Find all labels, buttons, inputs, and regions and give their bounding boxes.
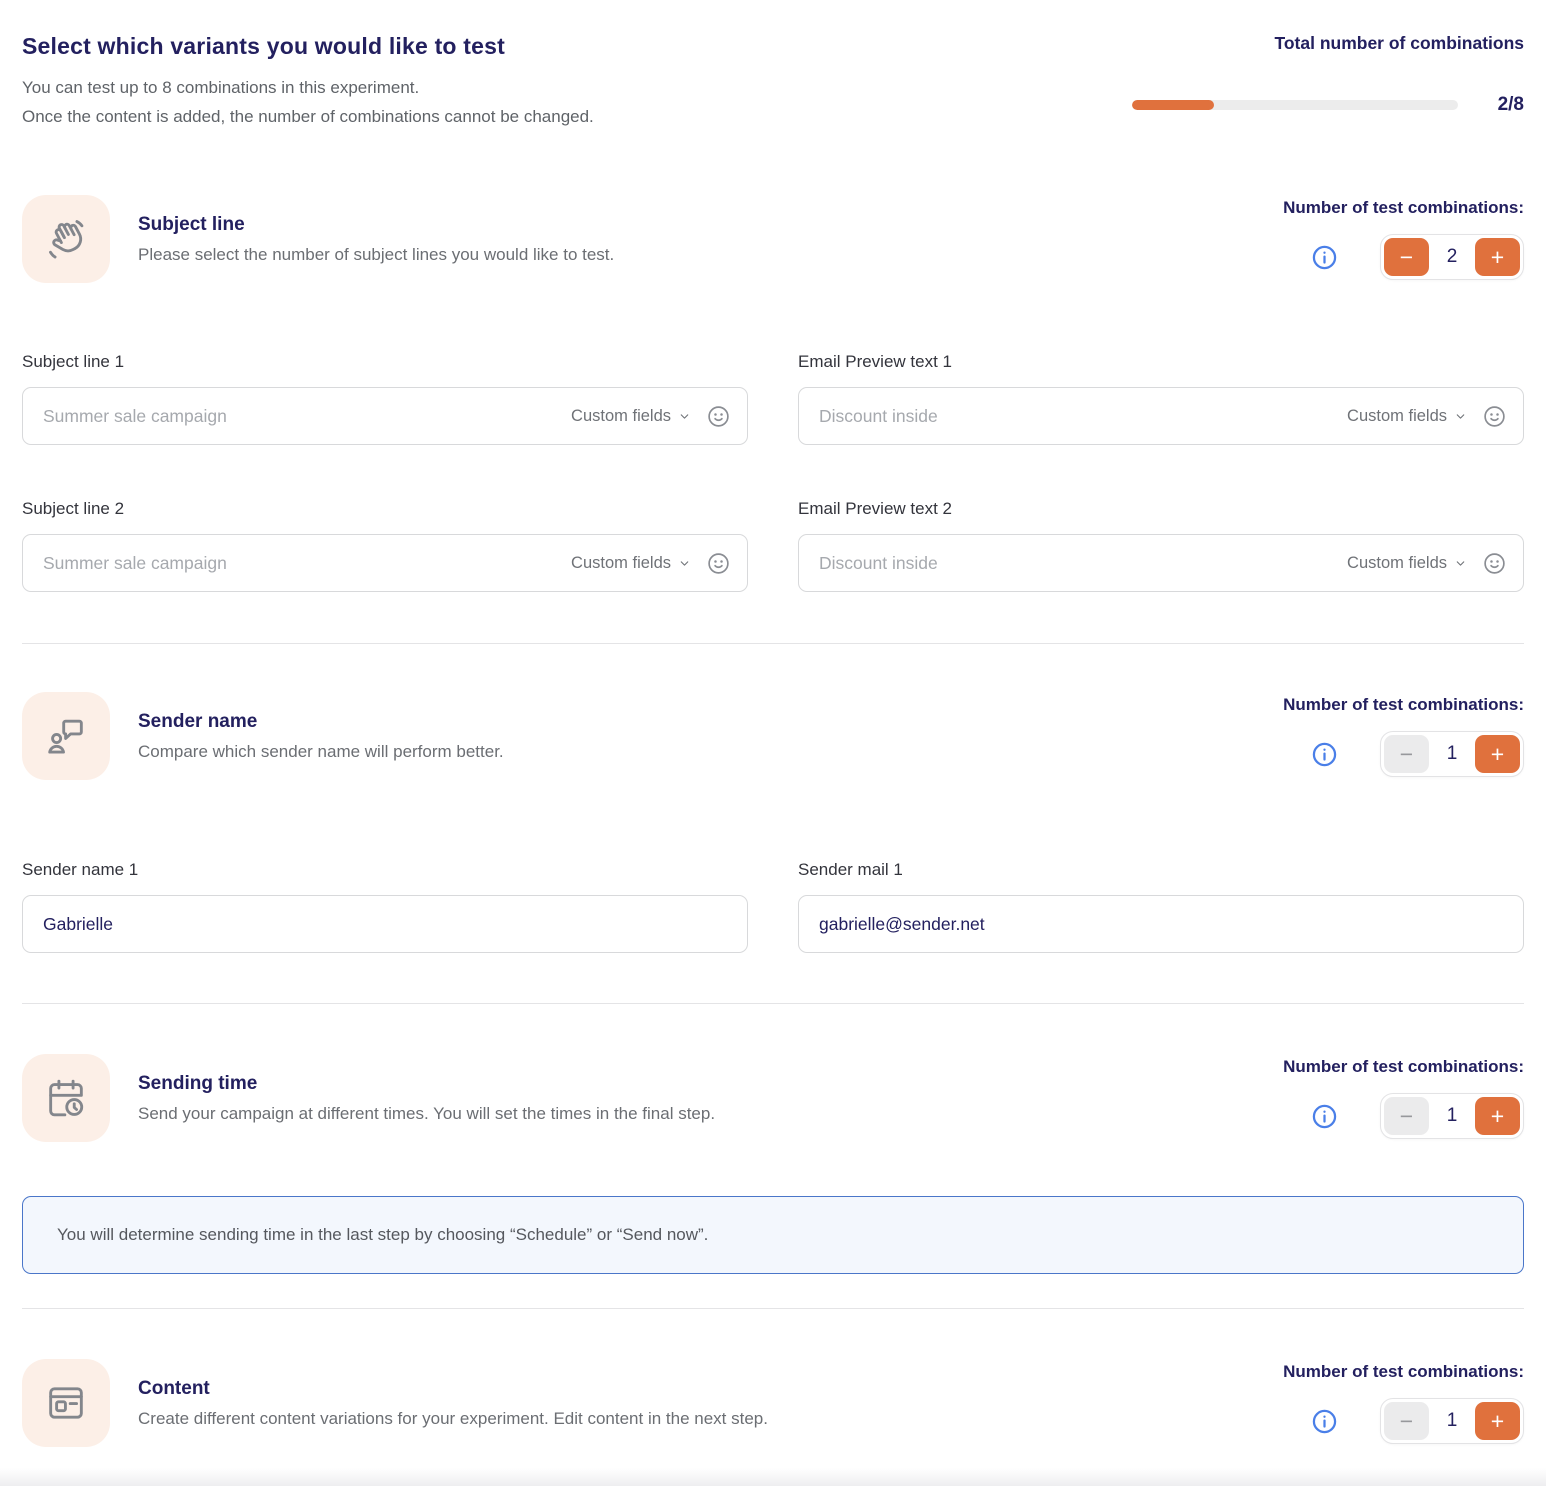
smiley-icon <box>708 552 729 574</box>
stepper-value: 1 <box>1446 1410 1458 1431</box>
calendar-clock-icon <box>49 1079 84 1117</box>
decrement-button[interactable]: − <box>1384 1402 1429 1440</box>
subject-line-icon-badge <box>22 195 110 283</box>
emoji-picker-button[interactable] <box>1482 404 1507 429</box>
section-title: Sender name <box>138 710 258 732</box>
combinations-progress-fill <box>1132 100 1214 110</box>
section-divider <box>22 1003 1524 1004</box>
section-divider <box>22 643 1524 644</box>
sending-time-stepper: − 1 + <box>1380 1093 1524 1139</box>
content-layout-icon <box>49 1387 83 1419</box>
custom-fields-dropdown[interactable]: Custom fields <box>1347 554 1467 573</box>
content-icon-badge <box>22 1359 110 1447</box>
email-preview-1-label: Email Preview text 1 <box>798 352 952 371</box>
emoji-picker-button[interactable] <box>706 404 731 429</box>
smiley-icon <box>1484 405 1505 427</box>
subject-line-1-input[interactable] <box>22 387 748 445</box>
info-icon[interactable] <box>1311 1103 1338 1130</box>
total-combinations: Total number of combinations 2/8 <box>1124 33 1524 116</box>
custom-fields-dropdown[interactable]: Custom fields <box>571 554 691 573</box>
subject-line-2-label: Subject line 2 <box>22 499 125 518</box>
section-sending-time: Sending time Send your campaign at diffe… <box>22 1054 1524 1142</box>
increment-button[interactable]: + <box>1475 238 1520 276</box>
page-title: Select which variants you would like to … <box>22 33 505 59</box>
sender-name-stepper: − 1 + <box>1380 731 1524 777</box>
content-stepper: − 1 + <box>1380 1398 1524 1444</box>
increment-button[interactable]: + <box>1475 1097 1520 1135</box>
section-divider <box>22 1308 1524 1309</box>
chevron-down-icon <box>1456 560 1465 566</box>
total-combinations-label: Total number of combinations <box>1274 33 1524 53</box>
custom-fields-dropdown[interactable]: Custom fields <box>1347 407 1467 426</box>
waving-hand-icon <box>49 220 84 259</box>
sender-name-1-label: Sender name 1 <box>22 860 139 879</box>
email-preview-2-input[interactable] <box>798 534 1524 592</box>
page-subtitle-line2: Once the content is added, the number of… <box>22 107 594 126</box>
stepper-label: Number of test combinations: <box>1283 1362 1524 1381</box>
smiley-icon <box>708 405 729 427</box>
combinations-count: 2/8 <box>1497 94 1524 115</box>
smiley-icon <box>1484 552 1505 574</box>
subject-line-2-input[interactable] <box>22 534 748 592</box>
subject-line-stepper: − 2 + <box>1380 234 1524 280</box>
header-text: Select which variants you would like to … <box>22 33 594 131</box>
page-subtitle-line1: You can test up to 8 combinations in thi… <box>22 78 420 97</box>
info-icon[interactable] <box>1311 1408 1338 1435</box>
sender-mail-1-input[interactable] <box>798 895 1524 953</box>
person-chat-icon <box>48 719 83 754</box>
chevron-down-icon <box>1456 413 1465 419</box>
section-description: Please select the number of subject line… <box>138 244 615 264</box>
increment-button[interactable]: + <box>1475 735 1520 773</box>
section-sender-name: Sender name Compare which sender name wi… <box>22 692 1524 780</box>
sender-mail-1-label: Sender mail 1 <box>798 860 903 879</box>
emoji-picker-button[interactable] <box>706 551 731 576</box>
stepper-label: Number of test combinations: <box>1283 198 1524 217</box>
stepper-label: Number of test combinations: <box>1283 1057 1524 1076</box>
sending-time-notice: You will determine sending time in the l… <box>22 1196 1524 1274</box>
decrement-button[interactable]: − <box>1384 1097 1429 1135</box>
page-header: Select which variants you would like to … <box>22 33 1524 131</box>
email-preview-2-label: Email Preview text 2 <box>798 499 952 518</box>
combinations-progress-bar <box>1132 100 1458 110</box>
subject-line-1-label: Subject line 1 <box>22 352 125 371</box>
sender-name-icon-badge <box>22 692 110 780</box>
info-icon[interactable] <box>1311 741 1338 768</box>
chevron-down-icon <box>680 413 689 419</box>
increment-button[interactable]: + <box>1475 1402 1520 1440</box>
section-title: Content <box>138 1377 210 1399</box>
combinations-progress-row: 2/8 <box>1124 94 1524 116</box>
sending-time-icon-badge <box>22 1054 110 1142</box>
scroll-fade <box>0 1468 1546 1486</box>
section-content: Content Create different content variati… <box>22 1359 1524 1447</box>
decrement-button[interactable]: − <box>1384 735 1429 773</box>
emoji-picker-button[interactable] <box>1482 551 1507 576</box>
chevron-down-icon <box>680 560 689 566</box>
info-icon[interactable] <box>1311 244 1338 271</box>
subject-row-1: Subject line 1 Custom fields <box>22 352 1524 445</box>
section-description: Compare which sender name will perform b… <box>138 741 504 761</box>
section-subject-line: Subject line Please select the number of… <box>22 195 1524 283</box>
subject-row-2: Subject line 2 Custom fields <box>22 499 1524 592</box>
stepper-label: Number of test combinations: <box>1283 695 1524 714</box>
email-preview-1-input[interactable] <box>798 387 1524 445</box>
decrement-button[interactable]: − <box>1384 238 1429 276</box>
stepper-value: 1 <box>1446 743 1458 764</box>
stepper-value: 2 <box>1446 246 1458 267</box>
section-description: Create different content variations for … <box>138 1408 768 1428</box>
sender-row: Sender name 1 Sender mail 1 <box>22 860 1524 953</box>
sender-name-1-input[interactable] <box>22 895 748 953</box>
custom-fields-dropdown[interactable]: Custom fields <box>571 407 691 426</box>
stepper-value: 1 <box>1446 1105 1458 1126</box>
section-description: Send your campaign at different times. Y… <box>138 1103 716 1123</box>
section-title: Subject line <box>138 213 245 235</box>
section-title: Sending time <box>138 1072 258 1094</box>
